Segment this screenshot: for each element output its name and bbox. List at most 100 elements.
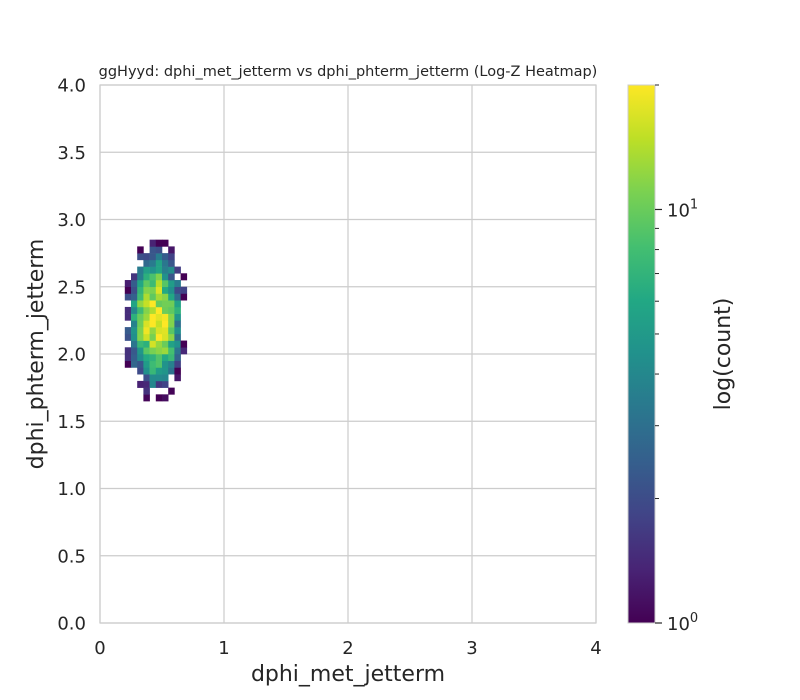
heatmap-cell	[149, 327, 157, 335]
heatmap-cell	[162, 300, 169, 308]
colorbar-label: log(count)	[711, 298, 736, 411]
heatmap-cell	[131, 273, 138, 281]
heatmap-cell	[155, 354, 163, 362]
heatmap-cell	[174, 300, 181, 308]
heatmap-cell	[168, 313, 175, 321]
heatmap-cell	[137, 273, 144, 281]
heatmap-cell	[168, 306, 175, 314]
heatmap-cell	[149, 293, 157, 301]
heatmap-cell	[168, 347, 175, 355]
heatmap-cell	[162, 320, 169, 328]
y-axis-label: dphi_phterm_jetterm	[24, 239, 49, 470]
heatmap-cell	[143, 300, 150, 308]
heatmap-cell	[149, 273, 157, 281]
heatmap-cell	[149, 300, 157, 308]
heatmap-cell	[131, 360, 138, 368]
heatmap-cell	[137, 360, 144, 368]
heatmap-cells	[124, 239, 188, 402]
heatmap-cell	[137, 320, 144, 328]
heatmap-cell	[131, 347, 138, 355]
heatmap-cell	[124, 327, 132, 335]
heatmap-cell	[143, 286, 150, 294]
colorbar-tick-base: 10	[667, 614, 690, 635]
heatmap-cell	[155, 327, 163, 335]
y-tick-label: 2.5	[57, 277, 86, 298]
heatmap-cell	[124, 360, 132, 368]
heatmap-cell	[174, 360, 181, 368]
heatmap-cell	[143, 313, 150, 321]
heatmap-cell	[168, 367, 175, 375]
heatmap-cell	[131, 354, 138, 362]
heatmap-cell	[174, 293, 181, 301]
heatmap-cell	[155, 293, 163, 301]
y-tick-label: 1.5	[57, 412, 86, 433]
heatmap-cell	[137, 253, 144, 261]
heatmap-cell	[124, 354, 132, 362]
x-axis-label: dphi_met_jetterm	[251, 662, 445, 687]
heatmap-cell	[155, 239, 163, 247]
heatmap-cell	[149, 347, 157, 355]
heatmap-cell	[155, 280, 163, 288]
heatmap-cell	[155, 266, 163, 274]
colorbar-tick-label: 101	[667, 197, 698, 221]
heatmap-cell	[124, 313, 132, 321]
heatmap-cell	[180, 293, 188, 301]
heatmap-cell	[137, 367, 144, 375]
heatmap-cell	[168, 360, 175, 368]
heatmap-cell	[149, 246, 157, 254]
heatmap-cell	[137, 266, 144, 274]
x-tick-label: 2	[342, 638, 353, 659]
x-axis-ticks: 0 1 2 3 4	[94, 638, 601, 659]
heatmap-cell	[131, 327, 138, 335]
heatmap-cell	[143, 340, 150, 348]
heatmap-cell	[131, 280, 138, 288]
heatmap-cell	[149, 354, 157, 362]
heatmap-cell	[149, 280, 157, 288]
heatmap-cell	[131, 340, 138, 348]
heatmap-cell	[143, 333, 150, 341]
heatmap-cell	[168, 253, 175, 261]
heatmap-cell	[174, 340, 181, 348]
heatmap-cell	[131, 333, 138, 341]
heatmap-cell	[168, 300, 175, 308]
heatmap-cell	[180, 340, 188, 348]
heatmap-cell	[131, 300, 138, 308]
heatmap-cell	[162, 313, 169, 321]
heatmap-cell	[162, 340, 169, 348]
heatmap-cell	[149, 239, 157, 247]
heatmap-cell	[162, 347, 169, 355]
heatmap-cell	[155, 320, 163, 328]
heatmap-cell	[124, 280, 132, 288]
heatmap-cell	[174, 280, 181, 288]
y-tick-label: 4.0	[57, 76, 86, 97]
heatmap-cell	[143, 380, 150, 388]
colorbar-gradient	[627, 84, 656, 624]
heatmap-cell	[155, 367, 163, 375]
heatmap-cell	[155, 306, 163, 314]
heatmap-cell	[143, 266, 150, 274]
heatmap-cell	[162, 293, 169, 301]
heatmap-cell	[149, 313, 157, 321]
plot-area	[99, 84, 597, 624]
heatmap-cell	[143, 273, 150, 281]
heatmap-cell	[137, 280, 144, 288]
heatmap-cell	[168, 280, 175, 288]
heatmap-cell	[174, 327, 181, 335]
heatmap-cell	[155, 246, 163, 254]
heatmap-cell	[143, 259, 150, 267]
heatmap-cell	[162, 360, 169, 368]
heatmap-cell	[149, 306, 157, 314]
heatmap-cell	[143, 360, 150, 368]
heatmap-cell	[162, 306, 169, 314]
heatmap-cell	[149, 320, 157, 328]
heatmap-cell	[162, 266, 169, 274]
heatmap-cell	[162, 367, 169, 375]
heatmap-cell	[143, 320, 150, 328]
heatmap-cell	[137, 313, 144, 321]
heatmap-cell	[162, 253, 169, 261]
heatmap-cell	[162, 380, 169, 388]
heatmap-cell	[143, 394, 150, 402]
heatmap-cell	[137, 347, 144, 355]
heatmap-cell	[124, 293, 132, 301]
